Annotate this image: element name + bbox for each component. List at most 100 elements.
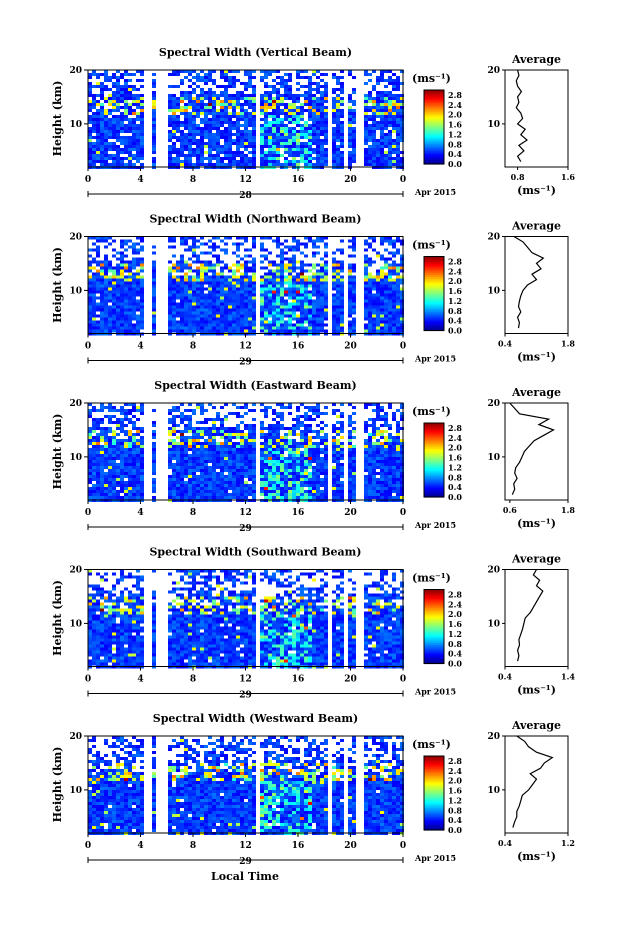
colorbar-tick-label: 0.0 [448,659,462,669]
colorbar-step [424,304,444,308]
colorbar-step [424,262,444,265]
x-tick-label: 16 [292,675,305,685]
colorbar-tick-label: 1.2 [448,129,462,139]
colorbar-step [424,134,444,137]
y-axis-label: Height (km) [51,247,64,323]
colorbar-step [424,484,444,487]
colorbar-step [424,757,444,761]
x-tick-label: 4 [137,508,143,518]
colorbar-step [424,297,444,300]
panel-title: Spectral Width (Vertical Beam) [159,46,352,59]
colorbar-tick-label: 2.8 [448,589,462,599]
colorbar-tick-label: 2.8 [448,90,462,100]
colorbar-step [424,119,444,123]
colorbar-unit: (ms⁻¹) [412,572,451,585]
x-tick-label: 16 [292,841,305,851]
colorbar-step [424,463,444,467]
x-tick-label: 12 [239,508,252,518]
colorbar-step [424,789,444,792]
colorbar-step [424,608,444,611]
colorbar-step [424,639,444,642]
x-tick-label: 8 [190,675,196,685]
average-x-tick-label: 1.2 [561,838,575,848]
colorbar-frame [423,755,445,831]
average-profile-line [512,735,554,828]
panel-title: Spectral Width (Southward Beam) [149,546,361,559]
colorbar-step [424,269,444,272]
colorbar-step [424,765,444,768]
colorbar-step [424,809,444,813]
colorbar-step [424,482,444,485]
colorbar-tick-label: 2.0 [448,110,462,120]
colorbar-step [424,485,444,489]
panel-title: Spectral Width (Westward Beam) [153,712,358,725]
colorbar-step [424,326,444,330]
colorbar-step [424,785,444,789]
average-frame [504,569,569,667]
colorbar-tick-label: 1.2 [448,629,462,639]
colorbar-step [424,99,444,102]
colorbar-tick-label: 1.2 [448,296,462,306]
x-tick-label: 4 [137,841,143,851]
colorbar-step [424,295,444,298]
y-tick-label: 10 [69,120,82,130]
average-y-tick-label: 20 [487,233,500,243]
colorbar-step [424,793,444,796]
average-y-tick-label: 20 [487,66,500,76]
average-x-label: (ms⁻¹) [517,184,556,197]
colorbar-step [424,162,444,165]
colorbar-step [424,759,444,763]
colorbar-unit: (ms⁻¹) [412,239,451,252]
y-axis-label: Height (km) [51,414,64,490]
y-axis-label: Height (km) [51,747,64,823]
heatmap-cells [88,70,404,169]
x-tick-label: 0 [400,841,406,851]
panel-title: Spectral Width (Northward Beam) [150,213,362,226]
colorbar-step [424,776,444,779]
average-y-tick-label: 20 [487,566,500,576]
colorbar-unit: (ms⁻¹) [412,405,451,418]
colorbar-step [424,321,444,324]
colorbar-step [424,804,444,807]
colorbar-step [424,619,444,622]
heatmap-cells [88,403,404,502]
colorbar-step [424,130,444,134]
x-tick-label: 0 [85,508,91,518]
colorbar-step [424,300,444,304]
colorbar-frame [423,256,445,331]
colorbar-step [424,324,444,328]
colorbar-step [424,611,444,615]
colorbar-step [424,783,444,787]
average-x-tick-label: 0.4 [498,672,512,682]
panel-5: Spectral Width (Westward Beam) 20 10 Height… [51,712,575,867]
colorbar-step [424,772,444,776]
colorbar-step [424,478,444,481]
y-tick-label: 10 [69,453,82,463]
colorbar-tick-label: 0.0 [448,326,462,336]
colorbar-step [424,306,444,309]
x-tick-label: 0 [400,675,406,685]
colorbar-step [424,141,444,145]
colorbar-tick-label: 0.8 [448,306,462,316]
colorbar-step [424,805,444,809]
colorbar-tick-label: 0.0 [448,492,462,502]
y-tick-label: 20 [69,233,82,243]
colorbar-tick-label: 2.0 [448,776,462,786]
colorbar-step [424,770,444,774]
colorbar-step [424,591,444,594]
colorbar-step [424,273,444,276]
day-label: 29 [239,857,252,867]
x-tick-label: 0 [85,841,91,851]
colorbar-step [424,104,444,108]
colorbar-step [424,432,444,435]
colorbar-step [424,824,444,827]
colorbar-tick-label: 0.4 [448,482,462,492]
colorbar-tick-label: 0.8 [448,139,462,149]
colorbar-step [424,310,444,313]
heatmap-cells [88,236,404,336]
colorbar-step [424,275,444,278]
average-profile-line [515,69,528,162]
colorbar-step [424,263,444,267]
x-tick-label: 8 [190,841,196,851]
colorbar-step [424,302,444,306]
